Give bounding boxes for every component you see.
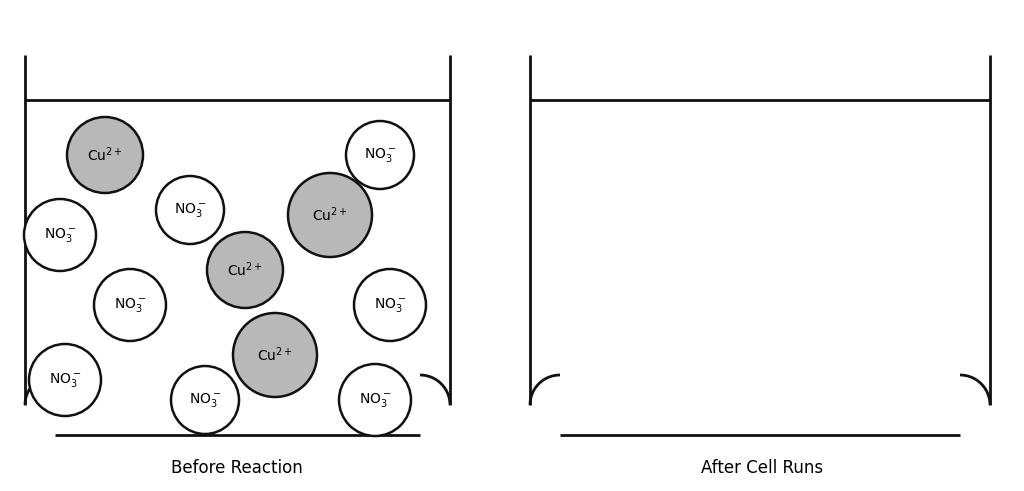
- Text: After Cell Runs: After Cell Runs: [701, 459, 823, 477]
- Text: NO$_3^-$: NO$_3^-$: [114, 296, 146, 314]
- Circle shape: [346, 121, 414, 189]
- Text: NO$_3^-$: NO$_3^-$: [358, 391, 391, 409]
- Circle shape: [233, 313, 317, 397]
- Text: NO$_3^-$: NO$_3^-$: [49, 371, 81, 389]
- Circle shape: [207, 232, 283, 308]
- Text: Cu$^{2+}$: Cu$^{2+}$: [87, 146, 123, 164]
- Circle shape: [288, 173, 372, 257]
- Circle shape: [171, 366, 239, 434]
- Circle shape: [94, 269, 166, 341]
- Circle shape: [339, 364, 411, 436]
- Text: NO$_3^-$: NO$_3^-$: [44, 226, 76, 244]
- Circle shape: [67, 117, 143, 193]
- Text: NO$_3^-$: NO$_3^-$: [374, 296, 407, 314]
- Circle shape: [24, 199, 96, 271]
- Text: Before Reaction: Before Reaction: [171, 459, 303, 477]
- Text: NO$_3^-$: NO$_3^-$: [174, 201, 206, 219]
- Circle shape: [354, 269, 426, 341]
- Text: NO$_3^-$: NO$_3^-$: [188, 391, 221, 409]
- Text: Cu$^{2+}$: Cu$^{2+}$: [312, 206, 348, 224]
- Text: NO$_3^-$: NO$_3^-$: [364, 146, 396, 164]
- Text: Cu$^{2+}$: Cu$^{2+}$: [227, 261, 263, 279]
- Text: Cu$^{2+}$: Cu$^{2+}$: [257, 346, 293, 364]
- Circle shape: [156, 176, 224, 244]
- Circle shape: [29, 344, 101, 416]
